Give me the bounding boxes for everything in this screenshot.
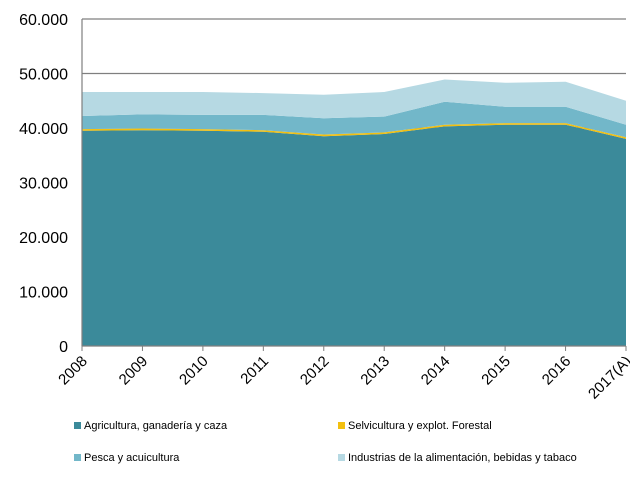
y-tick-label: 30.000 bbox=[19, 176, 68, 193]
y-tick-label: 10.000 bbox=[19, 285, 68, 302]
legend-item-4: Industrias de la alimentación, bebidas y… bbox=[338, 452, 577, 464]
x-tick-label: 2008 bbox=[55, 353, 91, 389]
x-tick-labels: 2008 2009 2010 2011 2012 2013 2014 2015 2016 2017… bbox=[55, 353, 630, 403]
legend-label: Agricultura, ganadería y caza bbox=[84, 420, 228, 432]
area-series-3 bbox=[82, 101, 626, 138]
y-tick-label: 40.000 bbox=[19, 121, 68, 138]
y-tick-label: 60.000 bbox=[19, 12, 68, 29]
area-series-4 bbox=[82, 79, 626, 125]
x-tick-label: 2017(A) bbox=[585, 353, 630, 403]
area-series-2 bbox=[82, 123, 626, 139]
x-tick-label: 2013 bbox=[357, 353, 393, 389]
legend-swatch bbox=[74, 422, 81, 429]
y-tick-label: 0 bbox=[59, 339, 68, 356]
axes bbox=[81, 19, 627, 351]
x-tick-label: 2010 bbox=[176, 353, 212, 389]
legend-swatch bbox=[338, 422, 345, 429]
x-tick-label: 2016 bbox=[539, 353, 575, 389]
x-tick-label: 2011 bbox=[237, 353, 272, 388]
x-tick-label: 2015 bbox=[478, 353, 514, 389]
legend-item-2: Selvicultura y explot. Forestal bbox=[338, 420, 492, 432]
x-tick-label: 2009 bbox=[116, 353, 152, 389]
legend-swatch bbox=[338, 454, 345, 461]
legend-label: Selvicultura y explot. Forestal bbox=[348, 420, 492, 432]
series-areas bbox=[82, 79, 626, 346]
legend-label: Industrias de la alimentación, bebidas y… bbox=[348, 452, 577, 464]
y-tick-labels: 0 10.000 20.000 30.000 40.000 50.000 60.000 bbox=[19, 12, 68, 356]
x-tick-label: 2014 bbox=[418, 353, 454, 389]
legend-item-3: Pesca y acuicultura bbox=[74, 452, 180, 464]
y-tick-label: 50.000 bbox=[19, 67, 68, 84]
legend-label: Pesca y acuicultura bbox=[84, 452, 180, 464]
y-tick-label: 20.000 bbox=[19, 230, 68, 247]
legend-item-1: Agricultura, ganadería y caza bbox=[74, 420, 228, 432]
legend: Agricultura, ganadería y caza Selvicultur… bbox=[74, 420, 577, 464]
area-series-1 bbox=[82, 124, 626, 346]
x-tick-label: 2012 bbox=[297, 353, 333, 389]
legend-swatch bbox=[74, 454, 81, 461]
